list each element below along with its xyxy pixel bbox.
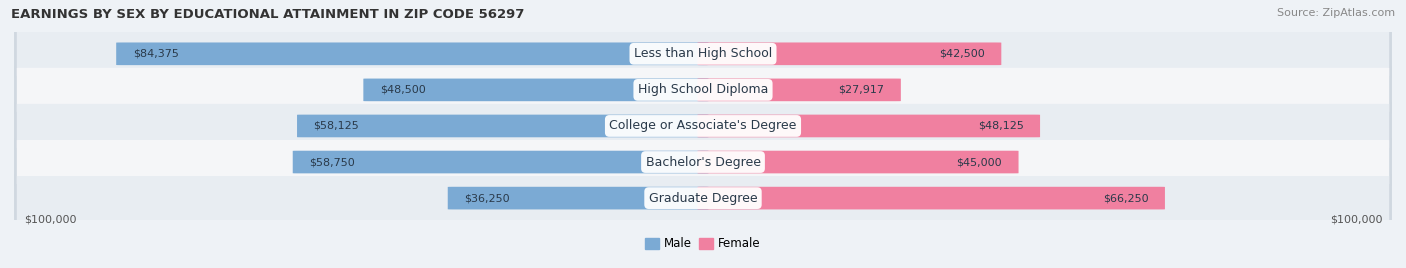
FancyBboxPatch shape [697,151,1018,173]
FancyBboxPatch shape [14,30,1392,77]
Legend: Male, Female: Male, Female [641,233,765,255]
FancyBboxPatch shape [17,176,1389,220]
FancyBboxPatch shape [292,151,709,173]
Text: $58,125: $58,125 [314,121,360,131]
FancyBboxPatch shape [14,66,1392,114]
FancyBboxPatch shape [17,104,1389,148]
Text: $58,750: $58,750 [309,157,356,167]
Text: $100,000: $100,000 [24,214,76,224]
Text: $48,500: $48,500 [380,85,426,95]
FancyBboxPatch shape [17,32,1389,76]
Text: Graduate Degree: Graduate Degree [648,192,758,204]
FancyBboxPatch shape [17,140,1389,184]
Text: $100,000: $100,000 [1330,214,1382,224]
Text: EARNINGS BY SEX BY EDUCATIONAL ATTAINMENT IN ZIP CODE 56297: EARNINGS BY SEX BY EDUCATIONAL ATTAINMEN… [11,8,524,21]
Text: Source: ZipAtlas.com: Source: ZipAtlas.com [1277,8,1395,18]
FancyBboxPatch shape [447,187,709,210]
Text: Bachelor's Degree: Bachelor's Degree [645,155,761,169]
FancyBboxPatch shape [14,138,1392,186]
Text: $48,125: $48,125 [977,121,1024,131]
Text: $45,000: $45,000 [956,157,1002,167]
Text: $27,917: $27,917 [838,85,884,95]
FancyBboxPatch shape [14,174,1392,222]
Text: $36,250: $36,250 [464,193,510,203]
FancyBboxPatch shape [697,42,1001,65]
Text: High School Diploma: High School Diploma [638,83,768,96]
FancyBboxPatch shape [17,68,1389,112]
Text: $66,250: $66,250 [1102,193,1149,203]
FancyBboxPatch shape [363,79,709,101]
FancyBboxPatch shape [14,102,1392,150]
FancyBboxPatch shape [697,79,901,101]
Text: Less than High School: Less than High School [634,47,772,60]
FancyBboxPatch shape [297,115,709,137]
Text: $84,375: $84,375 [132,49,179,59]
Text: $42,500: $42,500 [939,49,984,59]
FancyBboxPatch shape [117,42,709,65]
FancyBboxPatch shape [697,115,1040,137]
Text: College or Associate's Degree: College or Associate's Degree [609,120,797,132]
FancyBboxPatch shape [697,187,1166,210]
